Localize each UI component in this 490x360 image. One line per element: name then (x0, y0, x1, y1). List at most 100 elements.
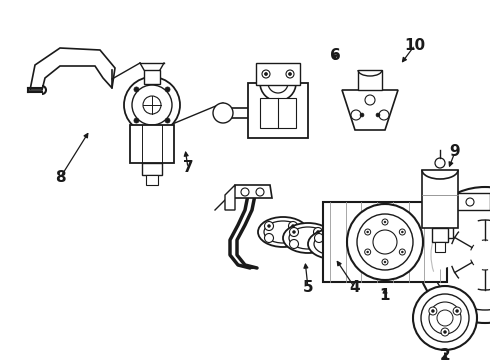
Circle shape (256, 188, 264, 196)
Circle shape (365, 229, 370, 235)
Circle shape (435, 158, 445, 168)
Circle shape (290, 228, 298, 237)
Circle shape (143, 96, 161, 114)
Bar (248, 83, 308, 138)
Circle shape (401, 231, 403, 233)
Circle shape (241, 188, 249, 196)
Circle shape (317, 230, 319, 234)
Polygon shape (225, 185, 235, 210)
Circle shape (165, 87, 170, 92)
Circle shape (367, 251, 368, 253)
Circle shape (384, 221, 386, 223)
Circle shape (382, 259, 388, 265)
Circle shape (347, 204, 423, 280)
Ellipse shape (308, 229, 358, 259)
Circle shape (289, 234, 297, 243)
Bar (435, 224, 453, 238)
Bar (256, 63, 300, 85)
Bar (358, 70, 382, 90)
Bar (435, 242, 445, 252)
Circle shape (379, 110, 389, 120)
Circle shape (357, 214, 413, 270)
Polygon shape (233, 185, 272, 198)
Polygon shape (30, 48, 115, 90)
Circle shape (265, 234, 273, 243)
Wedge shape (485, 255, 490, 308)
Circle shape (421, 294, 469, 342)
Circle shape (289, 72, 292, 76)
Circle shape (443, 330, 446, 333)
Bar (432, 228, 448, 242)
Circle shape (382, 219, 388, 225)
Ellipse shape (289, 227, 327, 249)
Text: 2: 2 (440, 348, 450, 360)
Ellipse shape (314, 233, 352, 255)
Wedge shape (485, 238, 490, 272)
Circle shape (417, 187, 490, 323)
Circle shape (373, 230, 397, 254)
Text: 6: 6 (330, 48, 341, 63)
Wedge shape (431, 238, 485, 272)
Circle shape (314, 239, 322, 248)
Ellipse shape (258, 217, 308, 247)
Circle shape (132, 85, 172, 125)
Circle shape (124, 77, 180, 133)
Wedge shape (485, 202, 490, 255)
Circle shape (437, 310, 453, 326)
Bar (260, 98, 296, 128)
Bar (142, 163, 162, 175)
Circle shape (213, 103, 233, 123)
Circle shape (429, 307, 437, 315)
Circle shape (430, 200, 490, 310)
Circle shape (441, 328, 449, 336)
Circle shape (260, 65, 296, 101)
Circle shape (315, 234, 323, 243)
Circle shape (134, 87, 139, 92)
Text: 1: 1 (380, 288, 390, 302)
Circle shape (413, 286, 477, 350)
Bar (422, 170, 458, 228)
Text: 10: 10 (404, 37, 425, 53)
Circle shape (339, 234, 347, 243)
Text: 4: 4 (350, 280, 360, 296)
Polygon shape (455, 193, 490, 210)
Wedge shape (445, 202, 485, 255)
Circle shape (470, 240, 490, 270)
Bar (146, 175, 158, 185)
Circle shape (399, 249, 405, 255)
Bar (130, 125, 174, 163)
Circle shape (134, 118, 139, 123)
Circle shape (365, 95, 375, 105)
Circle shape (268, 73, 288, 93)
Polygon shape (342, 90, 398, 130)
Ellipse shape (283, 223, 333, 253)
Circle shape (360, 113, 364, 117)
Circle shape (453, 307, 461, 315)
Circle shape (376, 113, 380, 117)
Circle shape (265, 221, 273, 230)
Text: 9: 9 (450, 144, 460, 159)
Circle shape (401, 251, 403, 253)
Bar (435, 246, 453, 260)
Circle shape (293, 230, 295, 234)
Circle shape (367, 231, 368, 233)
Circle shape (314, 228, 322, 237)
Circle shape (265, 72, 268, 76)
Bar (144, 70, 160, 84)
Circle shape (456, 310, 459, 312)
Circle shape (290, 239, 298, 248)
Circle shape (431, 310, 434, 312)
Circle shape (365, 249, 370, 255)
Circle shape (268, 225, 270, 228)
Circle shape (466, 198, 474, 206)
Circle shape (292, 225, 294, 228)
Wedge shape (445, 255, 485, 308)
Circle shape (351, 110, 361, 120)
Circle shape (289, 221, 297, 230)
Ellipse shape (264, 221, 302, 243)
Text: 7: 7 (183, 161, 194, 175)
Circle shape (286, 70, 294, 78)
Circle shape (429, 302, 461, 334)
Bar (323, 202, 447, 282)
Text: 5: 5 (303, 280, 313, 296)
